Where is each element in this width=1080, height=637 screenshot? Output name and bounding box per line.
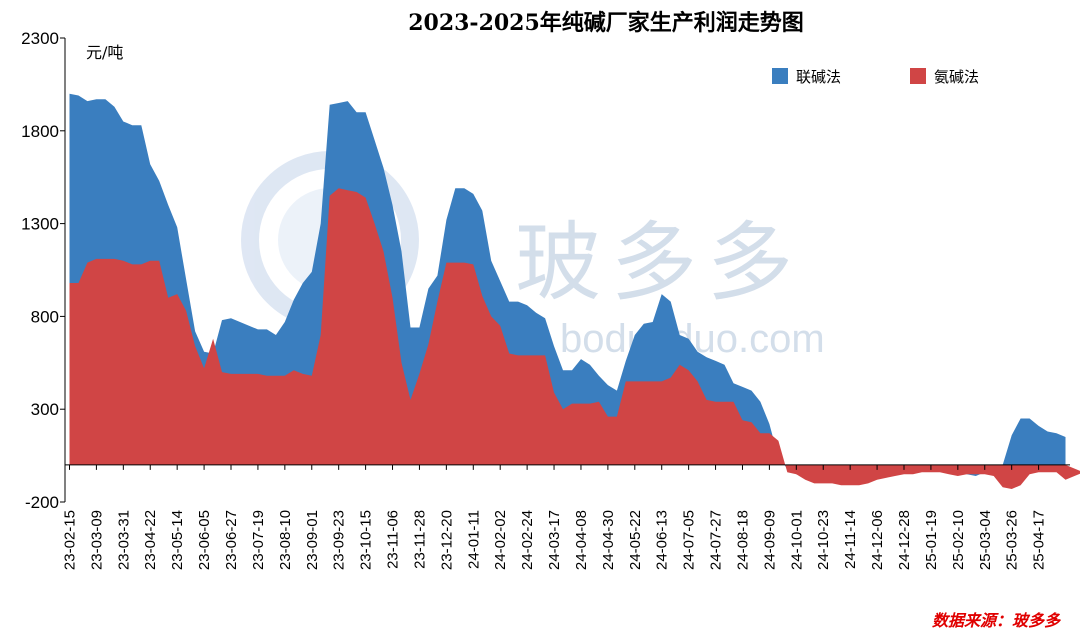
x-tick-label: 24-05-22 [627, 510, 644, 570]
y-tick-label: -200 [25, 493, 59, 512]
x-tick-label: 24-01-11 [465, 510, 482, 569]
x-tick-label: 24-06-13 [654, 510, 671, 570]
data-source-note: 数据来源：玻多多 [932, 611, 1062, 630]
x-tick-label: 24-09-09 [761, 510, 778, 570]
x-tick-label: 23-08-10 [277, 510, 294, 570]
x-tick-label: 23-03-31 [115, 510, 132, 570]
x-tick-label: 24-07-27 [708, 510, 725, 570]
x-tick-label: 25-02-10 [950, 510, 967, 570]
x-tick-label: 23-12-20 [438, 510, 455, 570]
x-tick-label: 23-06-27 [223, 510, 240, 570]
x-tick-label: 24-04-30 [600, 510, 617, 570]
y-tick-label: 2300 [21, 29, 59, 48]
watermark-text: 玻多多 [515, 213, 803, 313]
legend-label-anjian: 氨碱法 [934, 68, 979, 86]
y-axis: -200 300 800 1300 1800 2300 [21, 29, 66, 512]
y-tick-label: 800 [31, 307, 59, 326]
x-tick-label: 24-02-02 [492, 510, 509, 570]
x-tick-label: 23-09-01 [304, 510, 321, 570]
x-tick-label: 23-05-14 [169, 510, 186, 570]
x-tick-label: 24-04-08 [573, 510, 590, 570]
x-tick-label: 23-10-15 [358, 510, 375, 570]
x-tick-label: 24-03-17 [546, 510, 563, 570]
y-tick-label: 1800 [21, 122, 59, 141]
x-tick-label: 24-10-23 [815, 510, 832, 570]
x-tick-label: 25-03-26 [1004, 510, 1021, 570]
x-tick-label: 23-11-06 [385, 510, 402, 569]
x-tick-label: 25-04-17 [1031, 510, 1048, 570]
x-tick-label: 25-01-19 [923, 510, 940, 570]
x-tick-label: 23-03-09 [88, 510, 105, 570]
x-axis: 23-02-15 23-03-09 23-03-31 23-04-22 23-05-14… [62, 464, 1070, 570]
x-tick-label: 23-04-22 [142, 510, 159, 570]
legend-swatch-lianjian [772, 68, 788, 84]
x-tick-label: 23-02-15 [62, 510, 79, 570]
x-tick-label: 24-10-01 [788, 510, 805, 570]
x-tick-label: 23-11-28 [411, 510, 428, 569]
y-tick-label: 1300 [21, 215, 59, 234]
x-tick-label: 24-07-05 [681, 510, 698, 570]
area-series-anjian [69, 188, 1080, 489]
x-tick-label: 25-03-04 [977, 510, 994, 570]
x-tick-label: 24-11-14 [842, 510, 859, 569]
x-tick-label: 23-07-19 [250, 510, 267, 570]
x-tick-label: 24-08-18 [735, 510, 752, 570]
x-tick-label: 24-12-28 [896, 510, 913, 570]
x-tick-label: 23-06-05 [196, 510, 213, 570]
y-tick-label: 300 [31, 400, 59, 419]
plot-area [69, 93, 1080, 489]
y-axis-unit: 元/吨 [86, 43, 123, 62]
legend-label-lianjian: 联碱法 [796, 68, 841, 86]
legend: 联碱法 氨碱法 [772, 68, 979, 86]
x-tick-label: 24-02-24 [519, 510, 536, 570]
chart-title: 2023-2025年纯碱厂家生产利润走势图 [408, 10, 804, 36]
x-tick-label: 23-09-23 [331, 510, 348, 570]
x-tick-label: 24-12-06 [869, 510, 886, 570]
legend-swatch-anjian [910, 68, 926, 84]
